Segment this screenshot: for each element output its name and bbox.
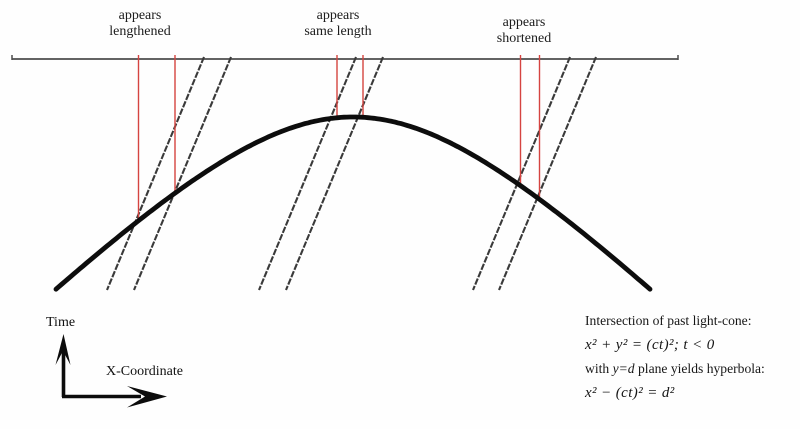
- annotation-text: plane yields hyperbola:: [634, 361, 765, 376]
- label-appears-lengthened: appears lengthened: [65, 8, 215, 40]
- x-axis-label: X-Coordinate: [106, 364, 183, 379]
- x-axis-arrowhead-icon: [127, 386, 167, 408]
- worldline-lengthened: [133, 56, 232, 291]
- light-cone-annotation: Intersection of past light-cone: x² + y²…: [585, 309, 800, 405]
- annotation-text: with: [585, 361, 613, 376]
- label-line: lengthened: [109, 24, 171, 39]
- label-line: appears: [502, 15, 546, 30]
- worldline-lengthened: [106, 56, 205, 291]
- worldline-shortened: [498, 56, 597, 291]
- label-line: shortened: [496, 31, 552, 46]
- label-appears-same-length: appears same length: [263, 8, 413, 40]
- label-line: same length: [304, 24, 372, 39]
- time-axis-label: Time: [46, 315, 76, 330]
- label-line: appears: [316, 8, 360, 23]
- annotation-line-1: Intersection of past light-cone:: [585, 313, 752, 328]
- hyperbola-curve: [53, 114, 653, 292]
- axes-arrows: [55, 334, 167, 408]
- annotation-equation-2: x² − (ct)² = d²: [585, 385, 675, 401]
- worldline-same-length: [285, 56, 384, 291]
- label-appears-shortened: appears shortened: [449, 15, 599, 47]
- annotation-line-3: with y=d plane yields hyperbola:: [585, 357, 800, 381]
- worldline-same-length: [258, 56, 357, 291]
- time-axis-arrowhead-icon: [55, 334, 71, 365]
- annotation-variable: y=d: [612, 361, 635, 376]
- annotation-equation-1: x² + y² = (ct)²; t < 0: [585, 337, 715, 353]
- label-line: appears: [118, 8, 162, 23]
- worldline-shortened: [472, 56, 571, 291]
